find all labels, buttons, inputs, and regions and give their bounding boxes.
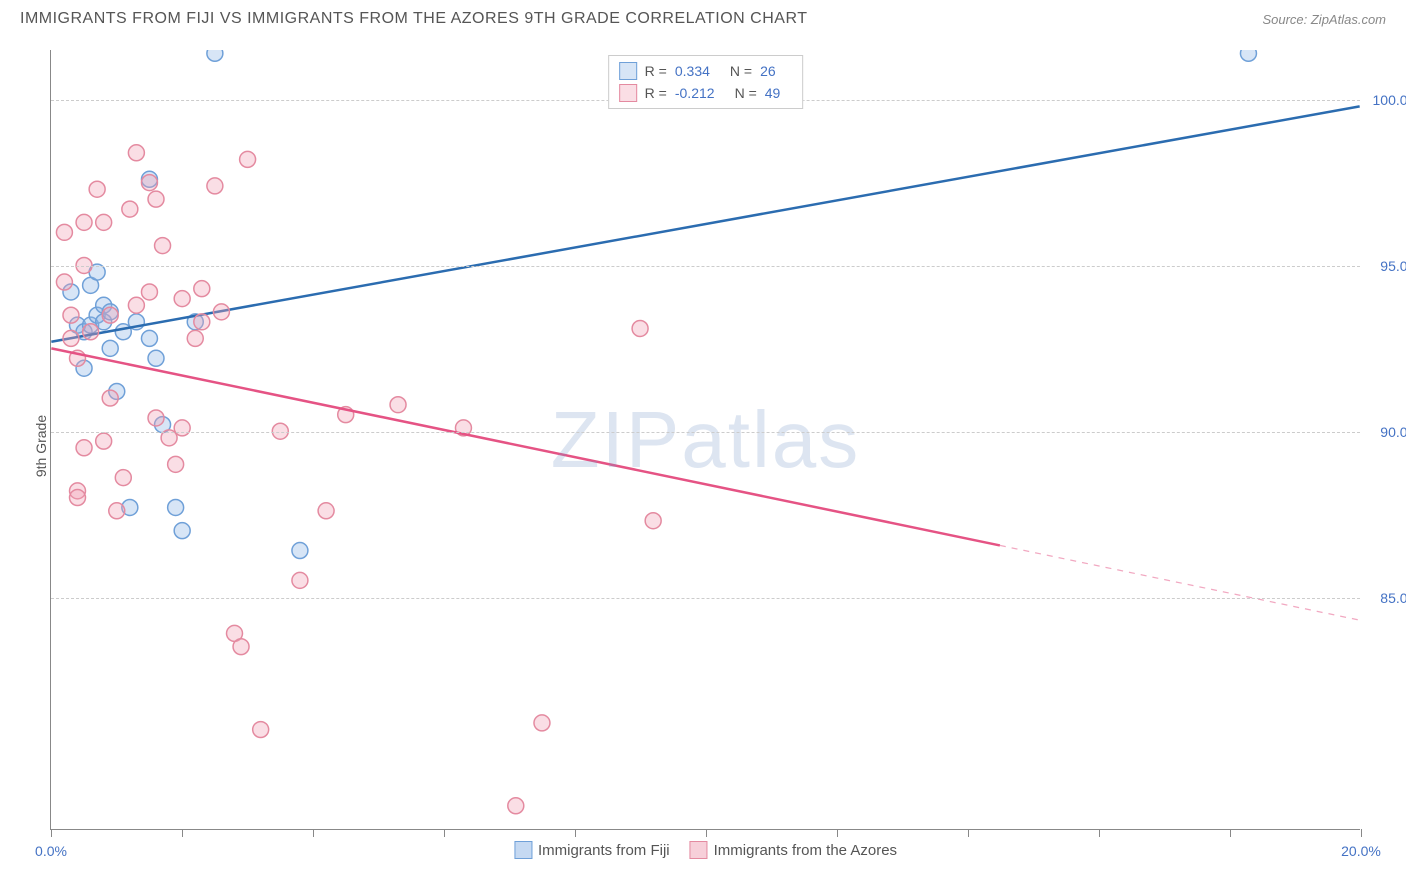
chart-title: IMMIGRANTS FROM FIJI VS IMMIGRANTS FROM …: [20, 10, 808, 28]
data-point: [148, 191, 164, 207]
data-point: [141, 330, 157, 346]
grid-line: [51, 598, 1360, 599]
data-point: [76, 214, 92, 230]
data-point: [645, 513, 661, 529]
x-tick: [1230, 829, 1231, 837]
data-point: [128, 297, 144, 313]
data-point: [56, 274, 72, 290]
data-point: [207, 178, 223, 194]
x-tick: [706, 829, 707, 837]
data-point: [155, 238, 171, 254]
data-point: [141, 284, 157, 300]
data-point: [83, 324, 99, 340]
chart-plot-area: ZIPatlas R = 0.334 N = 26 R = -0.212 N =…: [50, 50, 1360, 830]
x-tick: [444, 829, 445, 837]
x-tick: [182, 829, 183, 837]
legend-label-fiji: Immigrants from Fiji: [538, 842, 670, 859]
data-point: [390, 397, 406, 413]
data-point: [240, 151, 256, 167]
data-point: [148, 410, 164, 426]
x-tick: [51, 829, 52, 837]
n-label: N =: [735, 85, 757, 101]
y-tick-label: 100.0%: [1373, 92, 1406, 108]
data-point: [292, 543, 308, 559]
data-point: [148, 350, 164, 366]
x-tick: [1361, 829, 1362, 837]
data-point: [174, 291, 190, 307]
data-point: [632, 320, 648, 336]
swatch-azores: [619, 84, 637, 102]
swatch-fiji: [619, 62, 637, 80]
x-tick-label: 0.0%: [35, 843, 67, 859]
data-point: [128, 145, 144, 161]
data-point: [168, 456, 184, 472]
r-label: R =: [645, 63, 667, 79]
swatch-azores-bottom: [690, 841, 708, 859]
data-point: [174, 523, 190, 539]
data-point: [194, 281, 210, 297]
data-point: [194, 314, 210, 330]
y-tick-label: 95.0%: [1380, 258, 1406, 274]
data-point: [63, 307, 79, 323]
data-point: [102, 340, 118, 356]
data-point: [122, 201, 138, 217]
data-point: [1240, 50, 1256, 61]
data-point: [63, 330, 79, 346]
data-point: [318, 503, 334, 519]
n-value-fiji: 26: [760, 63, 776, 79]
y-tick-label: 85.0%: [1380, 590, 1406, 606]
data-point: [102, 307, 118, 323]
data-point: [168, 499, 184, 515]
r-value-fiji: 0.334: [675, 63, 710, 79]
data-point: [207, 50, 223, 61]
trend-line-extrapolated: [1000, 545, 1360, 620]
chart-svg: [51, 50, 1360, 829]
data-point: [102, 390, 118, 406]
legend-row-fiji: R = 0.334 N = 26: [619, 60, 793, 82]
data-point: [89, 181, 105, 197]
data-point: [508, 798, 524, 814]
trend-line: [51, 106, 1359, 341]
series-legend: Immigrants from Fiji Immigrants from the…: [514, 841, 897, 859]
y-axis-label: 9th Grade: [33, 415, 49, 477]
data-point: [96, 433, 112, 449]
legend-item-azores: Immigrants from the Azores: [690, 841, 897, 859]
correlation-legend: R = 0.334 N = 26 R = -0.212 N = 49: [608, 55, 804, 109]
data-point: [233, 639, 249, 655]
x-tick: [968, 829, 969, 837]
data-point: [534, 715, 550, 731]
x-tick-label: 20.0%: [1341, 843, 1381, 859]
r-value-azores: -0.212: [675, 85, 715, 101]
grid-line: [51, 266, 1360, 267]
source-attribution: Source: ZipAtlas.com: [1262, 12, 1386, 27]
data-point: [213, 304, 229, 320]
legend-label-azores: Immigrants from the Azores: [714, 842, 897, 859]
legend-item-fiji: Immigrants from Fiji: [514, 841, 670, 859]
data-point: [109, 503, 125, 519]
grid-line: [51, 432, 1360, 433]
n-value-azores: 49: [765, 85, 781, 101]
data-point: [253, 722, 269, 738]
data-point: [141, 175, 157, 191]
x-tick: [837, 829, 838, 837]
data-point: [56, 224, 72, 240]
swatch-fiji-bottom: [514, 841, 532, 859]
data-point: [76, 440, 92, 456]
n-label: N =: [730, 63, 752, 79]
data-point: [96, 214, 112, 230]
data-point: [115, 470, 131, 486]
header-bar: IMMIGRANTS FROM FIJI VS IMMIGRANTS FROM …: [0, 0, 1406, 33]
x-tick: [313, 829, 314, 837]
x-tick: [1099, 829, 1100, 837]
data-point: [174, 420, 190, 436]
data-point: [70, 490, 86, 506]
x-tick: [575, 829, 576, 837]
r-label: R =: [645, 85, 667, 101]
legend-row-azores: R = -0.212 N = 49: [619, 82, 793, 104]
data-point: [187, 330, 203, 346]
trend-line: [51, 348, 1000, 545]
data-point: [292, 572, 308, 588]
y-tick-label: 90.0%: [1380, 424, 1406, 440]
